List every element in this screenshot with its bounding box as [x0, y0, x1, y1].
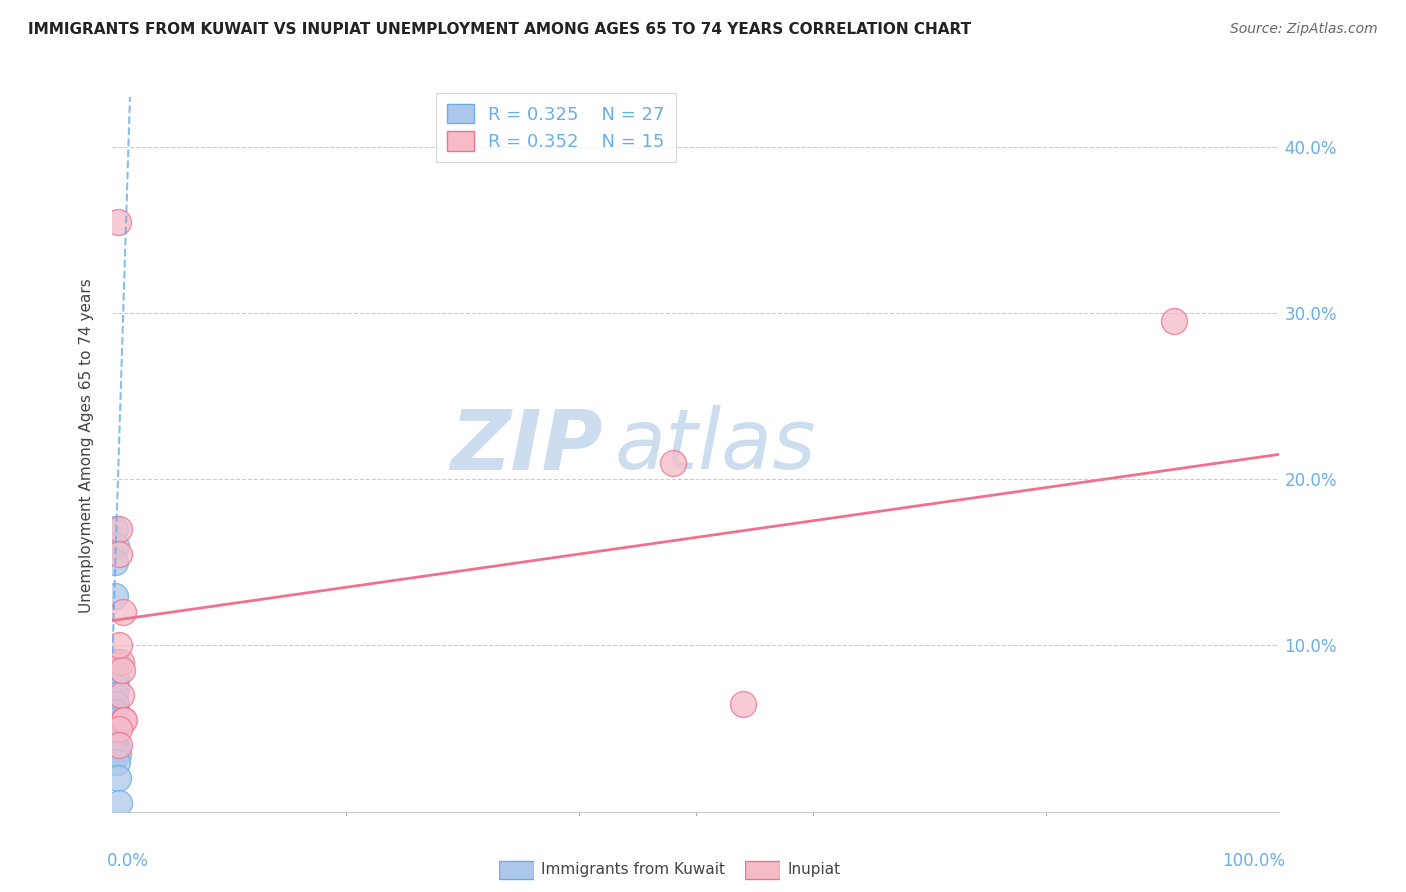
Point — [111, 664, 134, 678]
Point — [107, 747, 129, 761]
Point — [108, 797, 131, 811]
Point — [108, 522, 131, 536]
Point — [108, 639, 131, 653]
Text: Inupiat: Inupiat — [787, 863, 841, 877]
Point — [104, 697, 127, 711]
Point — [104, 589, 127, 603]
Text: ZIP: ZIP — [450, 406, 603, 486]
Point — [104, 738, 127, 752]
Point — [108, 547, 131, 561]
Point — [104, 522, 127, 536]
Point — [105, 655, 128, 669]
Point — [104, 722, 127, 736]
Point — [104, 689, 127, 703]
Point — [108, 738, 131, 752]
Point — [107, 214, 129, 228]
Legend: R = 0.325    N = 27, R = 0.352    N = 15: R = 0.325 N = 27, R = 0.352 N = 15 — [436, 93, 676, 161]
Point — [107, 772, 129, 786]
Text: 0.0%: 0.0% — [107, 852, 149, 870]
Point — [104, 697, 127, 711]
Point — [104, 672, 127, 686]
Point — [1163, 314, 1185, 328]
Bar — [745, 862, 780, 880]
Point — [111, 714, 134, 728]
Point — [112, 714, 135, 728]
Point — [104, 705, 127, 719]
Y-axis label: Unemployment Among Ages 65 to 74 years: Unemployment Among Ages 65 to 74 years — [79, 278, 94, 614]
Text: IMMIGRANTS FROM KUWAIT VS INUPIAT UNEMPLOYMENT AMONG AGES 65 TO 74 YEARS CORRELA: IMMIGRANTS FROM KUWAIT VS INUPIAT UNEMPL… — [28, 22, 972, 37]
Point — [105, 755, 128, 769]
Point — [104, 705, 127, 719]
Bar — [499, 862, 534, 880]
Point — [731, 697, 754, 711]
Text: Source: ZipAtlas.com: Source: ZipAtlas.com — [1230, 22, 1378, 37]
Point — [104, 741, 127, 756]
Point — [111, 605, 134, 619]
Point — [108, 722, 131, 736]
Point — [104, 738, 127, 752]
Point — [104, 680, 127, 694]
Point — [104, 722, 127, 736]
Point — [104, 730, 127, 744]
Point — [104, 539, 127, 553]
Text: Immigrants from Kuwait: Immigrants from Kuwait — [541, 863, 725, 877]
Text: atlas: atlas — [614, 406, 815, 486]
Point — [110, 689, 132, 703]
Point — [110, 655, 132, 669]
Point — [661, 456, 683, 470]
Point — [104, 555, 127, 569]
Text: 100.0%: 100.0% — [1222, 852, 1285, 870]
Point — [104, 689, 127, 703]
Point — [104, 655, 127, 669]
Point — [104, 722, 127, 736]
Point — [104, 714, 127, 728]
Point — [104, 747, 127, 761]
